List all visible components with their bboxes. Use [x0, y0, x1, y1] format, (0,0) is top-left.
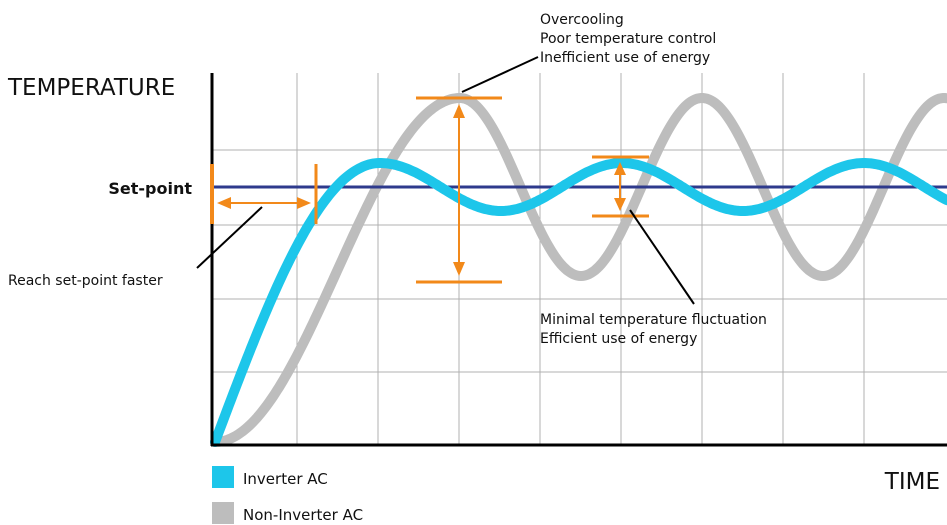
legend: Inverter AC Non-Inverter AC: [212, 466, 363, 524]
overcooling-range-marker: [416, 96, 502, 284]
leader-faster: [196, 206, 263, 269]
annotation-overcooling-2: Poor temperature control: [540, 31, 716, 47]
legend-swatch-inverter: [212, 466, 234, 488]
legend-swatch-non-inverter: [212, 502, 234, 524]
legend-label-inverter: Inverter AC: [243, 470, 328, 488]
arrow-up-icon: [453, 104, 465, 118]
arrow-down-icon: [614, 198, 626, 211]
annotation-overcooling-3: Inefficient use of energy: [540, 50, 710, 66]
minimal-fluctuation-marker: [592, 155, 649, 218]
annotation-faster: Reach set-point faster: [8, 273, 163, 289]
faster-marker: [210, 164, 318, 224]
y-axis-label: TEMPERATURE: [7, 75, 175, 101]
setpoint-label: Set-point: [108, 179, 192, 198]
chart-grid: [212, 73, 947, 445]
leader-overcooling: [461, 56, 539, 93]
legend-label-non-inverter: Non-Inverter AC: [243, 506, 363, 524]
series-line-non-inverter: [210, 93, 947, 447]
arrow-up-icon: [614, 162, 626, 175]
leader-minimal: [629, 209, 695, 305]
series-line-inverter: [210, 158, 947, 447]
annotation-minimal-2: Efficient use of energy: [540, 331, 697, 347]
leader-lines: [196, 56, 695, 305]
arrow-down-icon: [453, 262, 465, 276]
annotation-minimal-1: Minimal temperature fluctuation: [540, 312, 767, 328]
arrow-left-icon: [217, 197, 231, 209]
arrow-right-icon: [297, 197, 311, 209]
x-axis-label: TIME: [884, 469, 940, 495]
chart-axes: [210, 73, 947, 447]
annotation-overcooling-1: Overcooling: [540, 12, 624, 28]
